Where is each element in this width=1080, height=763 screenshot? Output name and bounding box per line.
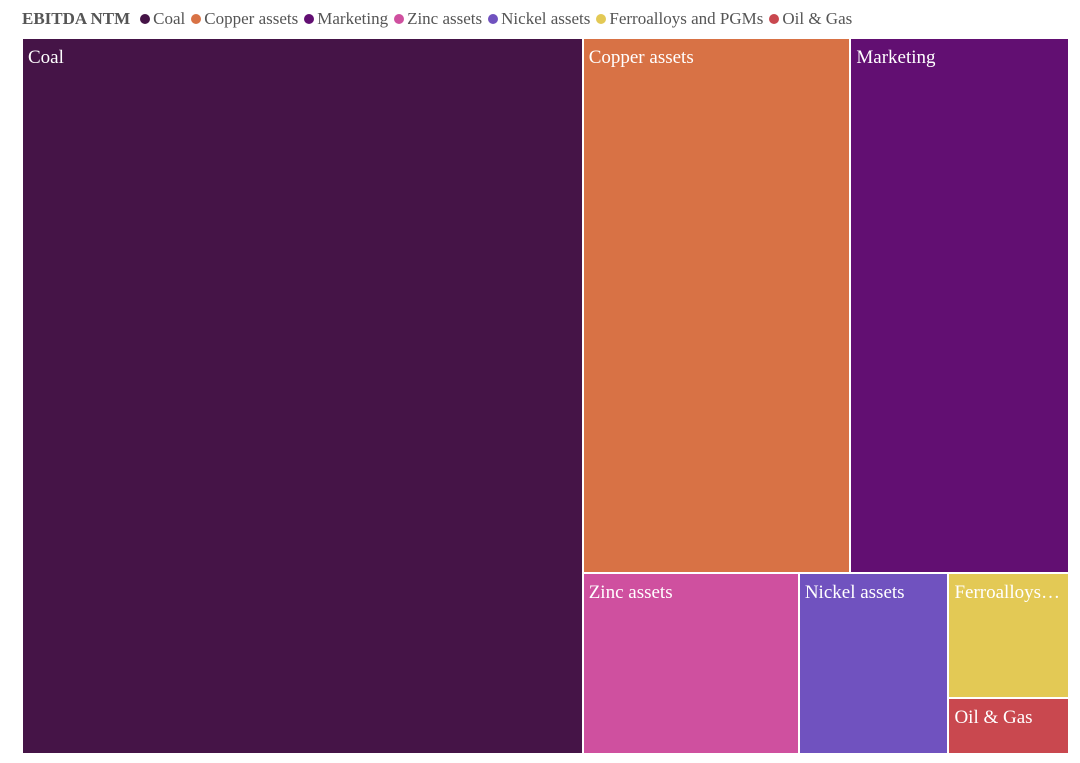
- legend-marker: [191, 14, 202, 24]
- tile-label: Copper assets: [588, 47, 694, 68]
- legend-item: Marketing: [304, 9, 388, 29]
- chart-title: EBITDA NTM: [22, 9, 131, 28]
- legend-item: Zinc assets: [394, 9, 482, 29]
- tile: Oil & Gas: [948, 697, 1069, 754]
- legend-label: Marketing: [317, 9, 389, 28]
- tile-label: Oil & Gas: [954, 706, 1033, 728]
- tile-label: Ferroalloys and PGMs: [954, 582, 1063, 604]
- legend-label: Zinc assets: [407, 9, 483, 28]
- tile: Nickel assets: [798, 573, 949, 754]
- legend-item: Oil & Gas: [769, 9, 852, 29]
- legend-item: Ferroalloys and PGMs: [596, 9, 763, 29]
- legend-label: Coal: [153, 9, 186, 28]
- tile: Marketing: [850, 38, 1069, 574]
- legend-label: Oil & Gas: [782, 9, 853, 28]
- legend-marker: [304, 14, 315, 24]
- tile-label: Nickel assets: [804, 582, 905, 604]
- legend-marker: [488, 14, 499, 24]
- tile: Copper assets: [582, 38, 851, 574]
- tile-label: Marketing: [856, 47, 936, 68]
- legend-label: Nickel assets: [501, 9, 591, 28]
- legend-label: Ferroalloys and PGMs: [609, 9, 764, 28]
- legend: EBITDA NTM Coal Copper assets Marketing Zin…: [22, 7, 858, 31]
- legend-item: Coal: [140, 9, 185, 29]
- legend-label: Copper assets: [204, 9, 299, 28]
- tile: Zinc assets: [582, 573, 799, 754]
- legend-item: Nickel assets: [488, 9, 590, 29]
- legend-marker: [596, 14, 607, 24]
- legend-item: Copper assets: [191, 9, 298, 29]
- tile-label: Coal: [28, 47, 64, 68]
- legend-marker: [394, 14, 405, 24]
- legend-marker: [140, 14, 151, 24]
- treemap: Coal Copper assets Marketing Zinc assets Nic…: [22, 38, 1069, 754]
- legend-marker: [769, 14, 780, 24]
- tile: Ferroalloys and PGMs: [948, 573, 1069, 698]
- tile-label: Zinc assets: [588, 582, 673, 604]
- tile: Coal: [22, 38, 583, 754]
